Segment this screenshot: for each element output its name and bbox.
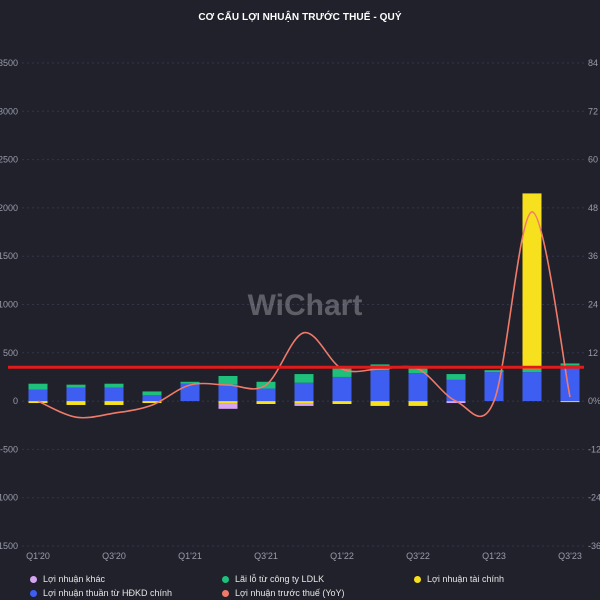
x-tick-label: Q3'22: [406, 551, 430, 561]
y-tick-label-left: 3000: [0, 106, 18, 116]
bar-segment: [332, 376, 352, 402]
legend-item-loi-nhuan-tai-chinh[interactable]: Lợi nhuận tài chính: [414, 574, 504, 584]
bar-segment: [408, 401, 428, 406]
legend-swatch: [414, 575, 421, 583]
bar-segment: [218, 375, 238, 385]
legend-swatch: [222, 575, 229, 583]
legend-item-loi-nhuan-hdkd[interactable]: Lợi nhuận thuần từ HĐKD chính: [30, 588, 172, 598]
legend-swatch: [222, 589, 229, 597]
bar-segment: [370, 370, 390, 402]
legend-swatch: [30, 589, 37, 597]
bar-segment: [28, 389, 48, 402]
bar-segment: [484, 370, 504, 373]
bar-segment: [66, 401, 86, 405]
bar-segment: [142, 401, 162, 404]
x-tick-label: Q1'21: [178, 551, 202, 561]
bar-segment: [218, 403, 238, 409]
bar-segment: [522, 369, 542, 373]
bar-segment: [332, 368, 352, 377]
x-tick-label: Q3'23: [558, 551, 582, 561]
bar-segment: [560, 363, 580, 366]
y-tick-label-left: 2500: [0, 155, 18, 165]
bar-segment: [66, 384, 86, 388]
y-tick-label-right: -24: [588, 493, 600, 503]
y-tick-label-left: -1000: [0, 493, 18, 503]
y-tick-label-right: -12: [588, 444, 600, 454]
chart-svg: 3500 84 3000 72 2500 60 2000 48 1500 36 1000 24 500 1…: [0, 58, 600, 561]
bar-segment: [256, 401, 276, 404]
bar-segment: [104, 401, 124, 405]
bar-segment: [408, 373, 428, 402]
legend-label: Lãi lỗ từ công ty LDLK: [235, 574, 325, 584]
legend-label: Lợi nhuận khác: [43, 574, 105, 584]
y-tick-label-right: 24: [588, 300, 598, 310]
bar-segment: [104, 383, 124, 388]
y-tick-label-left: -1500: [0, 541, 18, 551]
bar-segment: [218, 401, 238, 404]
bar-segment: [294, 403, 314, 406]
bar-segment: [370, 401, 390, 406]
legend: Lợi nhuận khác Lãi lỗ từ công ty LDLK Lợ…: [0, 570, 600, 600]
x-tick-label: Q1'23: [482, 551, 506, 561]
bar-segment: [294, 401, 314, 404]
y-tick-label-right: -36: [588, 541, 600, 551]
bar-segment: [560, 401, 580, 403]
y-tick-label-left: -500: [0, 444, 18, 454]
bar-segment: [66, 387, 86, 402]
bar-segment: [180, 381, 200, 384]
y-tick-label-left: 1000: [0, 300, 18, 310]
y-tick-label-left: 3500: [0, 58, 18, 68]
legend-label: Lợi nhuận trước thuế (YoY): [235, 588, 345, 598]
bar-segment: [294, 382, 314, 402]
watermark-logo: WiChart: [248, 289, 363, 322]
y-tick-label-right: 0%: [588, 396, 600, 406]
bar-segment: [218, 384, 238, 402]
bar-segment: [142, 395, 162, 402]
y-tick-label-right: 12: [588, 348, 598, 358]
bar-segment: [256, 388, 276, 402]
bar-segment: [294, 374, 314, 383]
y-tick-label-right: 48: [588, 203, 598, 213]
y-tick-label-left: 2000: [0, 203, 18, 213]
legend-label: Lợi nhuận thuần từ HĐKD chính: [43, 588, 173, 598]
legend-item-lai-lo-ldlk[interactable]: Lãi lỗ từ công ty LDLK: [222, 574, 324, 584]
y-tick-label-right: 36: [588, 251, 598, 261]
bar-segment: [28, 383, 48, 390]
y-tick-label-left: 0: [13, 396, 18, 406]
bar-segment: [180, 383, 200, 402]
bar-segment: [522, 193, 542, 370]
chart-title: CƠ CẤU LỢI NHUẬN TRƯỚC THUẾ - QUÝ: [198, 12, 402, 23]
legend-swatch: [30, 575, 37, 583]
y-tick-label-right: 60: [588, 155, 598, 165]
y-tick-label-right: 84: [588, 58, 598, 68]
bar-segment: [104, 387, 124, 402]
legend-label: Lợi nhuận tài chính: [427, 574, 504, 584]
bar-segment: [446, 401, 466, 404]
bar-segment: [446, 379, 466, 402]
bar-segment: [522, 372, 542, 402]
legend-item-loi-nhuan-truoc-thue-yoy[interactable]: Lợi nhuận trước thuế (YoY): [222, 588, 345, 598]
x-tick-label: Q3'21: [254, 551, 278, 561]
bar-segment: [446, 374, 466, 380]
x-tick-label: Q1'20: [26, 551, 50, 561]
legend-item-loi-nhuan-khac[interactable]: Lợi nhuận khác: [30, 574, 105, 584]
y-tick-label-left: 500: [3, 348, 18, 358]
x-tick-label: Q3'20: [102, 551, 126, 561]
bar-segment: [28, 401, 48, 404]
bar-segment: [142, 391, 162, 396]
yoy-line: [37, 211, 571, 419]
y-tick-label-right: 72: [588, 106, 598, 116]
bar-segment: [560, 365, 580, 402]
y-tick-label-left: 1500: [0, 251, 18, 261]
x-tick-label: Q1'22: [330, 551, 354, 561]
bar-segment: [332, 401, 352, 404]
